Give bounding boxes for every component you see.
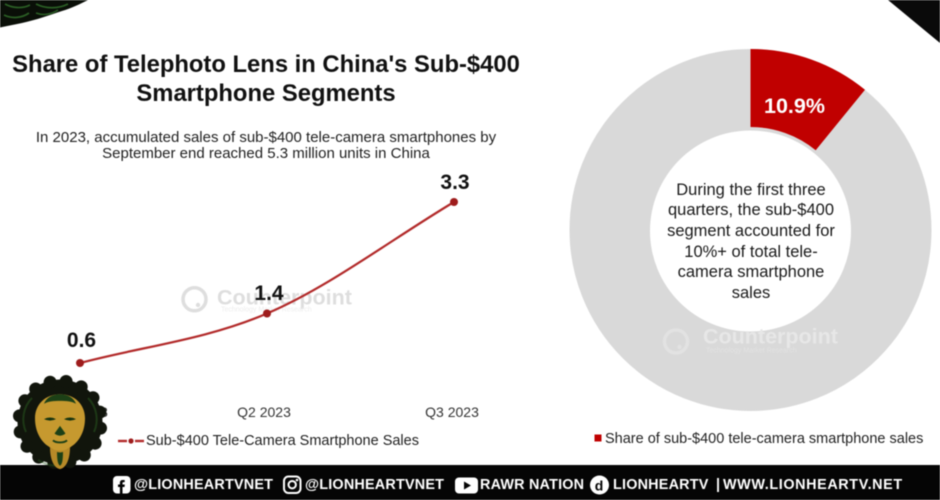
svg-text:Technology Market Research: Technology Market Research [706,348,797,355]
svg-text:d: d [595,478,604,494]
svg-text:Counterpoint: Counterpoint [703,325,838,349]
